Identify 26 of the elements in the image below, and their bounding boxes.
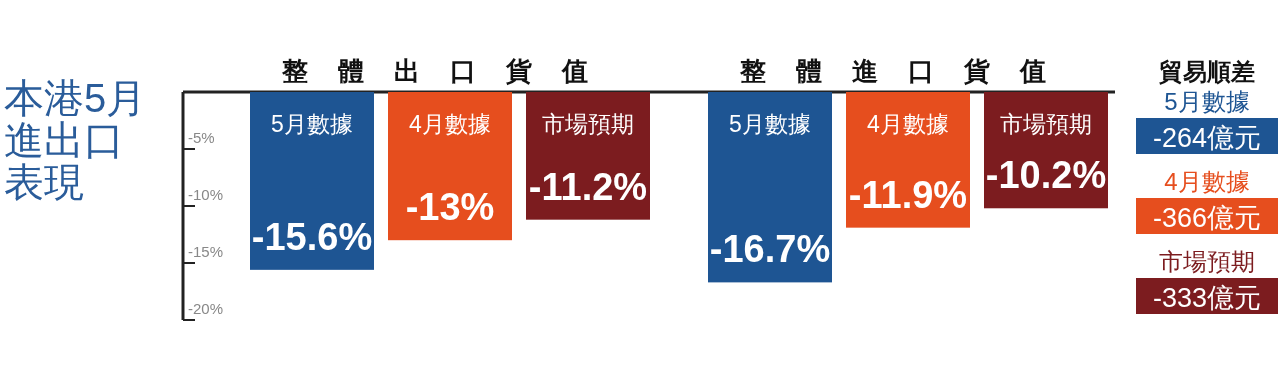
text: 5月數據 [729, 111, 811, 137]
y-tick-label: -5% [188, 129, 215, 146]
text: -333億元 [1152, 283, 1262, 313]
data-label: -16.7% [709, 228, 831, 271]
text: -264億元 [1152, 123, 1262, 153]
series-label: 市場預期 [542, 111, 634, 137]
x-tick-label: 整體進口貨值 [739, 56, 1076, 86]
category-label: 4月數據 [1164, 168, 1250, 195]
text: 本港5月進出口表現 [4, 76, 147, 204]
series-label: 5月數據 [271, 111, 353, 137]
series-label: 4月數據 [409, 111, 491, 137]
y-tick-label: -20% [188, 300, 224, 317]
text: -366億元 [1152, 203, 1262, 233]
data-label: -13% [405, 186, 495, 229]
data-label: -11.2% [528, 165, 648, 208]
data-label: -11.9% [848, 173, 968, 216]
y-tick-label: -10% [188, 186, 224, 203]
category-label: 市場預期 [1159, 248, 1255, 275]
y-tick-label: -15% [188, 243, 224, 260]
data-label: -15.6% [251, 215, 373, 258]
text: 4月數據 [867, 111, 949, 137]
category-label: 5月數據 [1164, 88, 1250, 115]
x-tick-label: 整體出口貨值 [281, 56, 618, 86]
text: 貿易順差 [1158, 58, 1255, 85]
data-label: -10.2% [985, 154, 1107, 197]
text: 市場預期 [1000, 111, 1092, 137]
